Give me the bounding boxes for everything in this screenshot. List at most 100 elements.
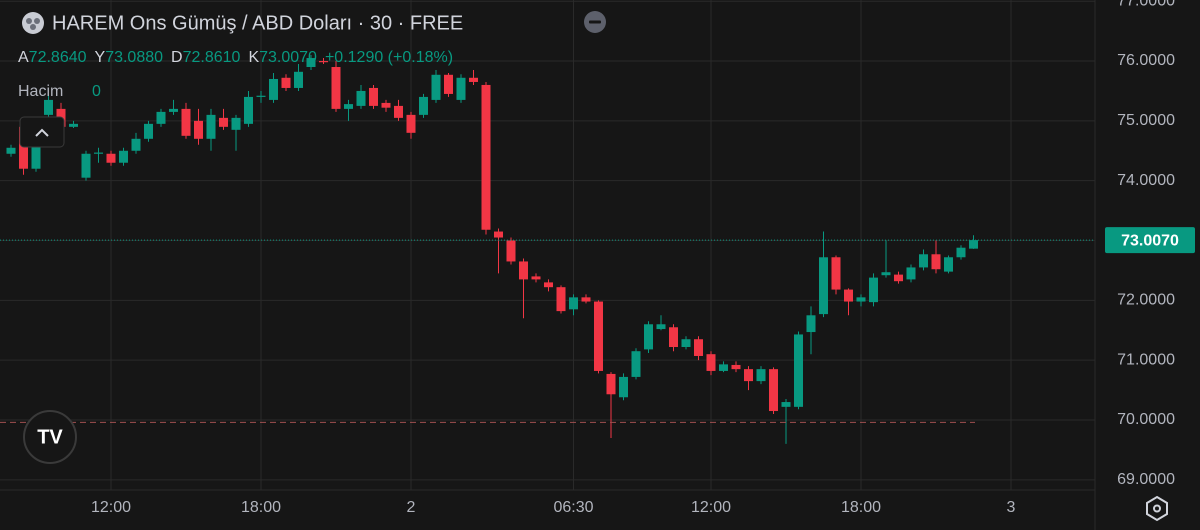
- candle-body: [119, 150, 128, 163]
- candle-body: [419, 96, 428, 115]
- candle-body: [544, 282, 553, 288]
- candle-body: [694, 339, 703, 356]
- candle-body: [231, 117, 241, 130]
- candle-body: [844, 289, 853, 302]
- candle-body: [619, 376, 628, 398]
- ohlc-key: D: [171, 49, 183, 66]
- candle-body: [956, 247, 966, 258]
- candle-body: [531, 276, 541, 280]
- candle-body: [581, 297, 591, 302]
- candle-body: [131, 138, 141, 151]
- candle-body: [869, 277, 878, 303]
- candle-body: [356, 90, 366, 106]
- candle-body: [769, 369, 778, 412]
- ohlc-key: Y: [95, 49, 106, 66]
- x-tick-label: 12:00: [691, 499, 731, 516]
- candle-body: [944, 257, 953, 272]
- ohlc-values: A72.8640 Y73.0880 D72.8610 K73.0070 +0.1290 …: [18, 49, 453, 66]
- candle-body: [756, 369, 766, 382]
- candle-body: [256, 95, 266, 97]
- ohlc-value: 73.0880: [105, 49, 163, 66]
- candle-body: [606, 373, 616, 395]
- candle-body: [706, 354, 716, 371]
- candle-body: [794, 334, 803, 407]
- candles: [6, 55, 978, 444]
- candle-body: [719, 364, 728, 371]
- candle-body: [781, 402, 791, 407]
- candle-body: [244, 96, 253, 124]
- x-tick-label: 2: [407, 499, 416, 516]
- candle-body: [469, 77, 478, 82]
- y-tick-label: 76.0000: [1117, 52, 1175, 69]
- candle-body: [856, 297, 866, 302]
- candle-body: [44, 99, 53, 115]
- collapse-button[interactable]: [19, 116, 65, 148]
- candle-body: [281, 77, 291, 88]
- candle-body: [269, 78, 278, 100]
- candle-body: [594, 301, 603, 371]
- candle-body: [894, 274, 903, 282]
- candle-body: [506, 240, 516, 262]
- candle-body: [631, 351, 641, 377]
- y-tick-label: 77.0000: [1117, 0, 1175, 9]
- candle-body: [744, 369, 753, 382]
- candle-body: [819, 257, 828, 315]
- ohlc-key: A: [18, 49, 29, 66]
- candle-body: [656, 324, 666, 330]
- last-price-label: 73.0070: [1121, 232, 1179, 249]
- x-tick-label: 12:00: [91, 499, 131, 516]
- ohlc-value: 72.8610: [183, 49, 241, 66]
- candle-body: [94, 152, 103, 154]
- candle-body: [969, 240, 978, 249]
- candle-body: [81, 153, 91, 178]
- x-tick-label: 18:00: [241, 499, 281, 516]
- candle-body: [881, 272, 891, 276]
- candle-body: [731, 364, 741, 370]
- candle-body: [206, 114, 216, 139]
- settings-icon: [1153, 504, 1161, 513]
- ohlc-key: K: [248, 49, 259, 66]
- y-tick-label: 75.0000: [1117, 112, 1175, 129]
- candle-body: [681, 339, 691, 348]
- candle-body: [294, 71, 303, 88]
- candle-body: [456, 77, 466, 100]
- ohlc-value: 72.8640: [29, 49, 87, 66]
- x-tick-label: 18:00: [841, 499, 881, 516]
- candle-body: [6, 147, 16, 154]
- symbol-icon: [26, 18, 32, 24]
- logo-button[interactable]: [23, 410, 77, 464]
- y-tick-label: 74.0000: [1117, 172, 1175, 189]
- candle-body: [556, 287, 566, 312]
- candle-body: [406, 114, 416, 133]
- candle-body: [394, 105, 403, 118]
- candle-body: [31, 129, 41, 169]
- candle-body: [806, 315, 816, 333]
- volume-value: 0: [92, 83, 101, 100]
- candle-body: [669, 327, 678, 348]
- x-tick-label: 06:30: [553, 499, 593, 516]
- last-price-box: [1105, 227, 1195, 254]
- candle-body: [431, 74, 441, 100]
- candle-body: [181, 108, 191, 136]
- candle-body: [194, 120, 203, 139]
- candle-body: [831, 257, 841, 290]
- candle-body: [381, 102, 391, 108]
- candle-body: [519, 261, 528, 280]
- candle-body: [481, 84, 491, 230]
- candle-body: [906, 267, 916, 280]
- hide-icon: [589, 20, 601, 24]
- candle-body: [369, 87, 378, 106]
- y-tick-label: 70.0000: [1117, 411, 1175, 428]
- candle-body: [931, 254, 941, 270]
- candle-body: [106, 153, 116, 163]
- candle-body: [69, 123, 78, 127]
- candle-body: [19, 126, 28, 169]
- candle-body: [344, 104, 353, 109]
- settings-button[interactable]: [1146, 495, 1168, 522]
- symbol-icon: [30, 24, 36, 30]
- symbol-icon: [34, 18, 40, 24]
- candle-body: [444, 74, 453, 94]
- logo: TV: [37, 426, 63, 448]
